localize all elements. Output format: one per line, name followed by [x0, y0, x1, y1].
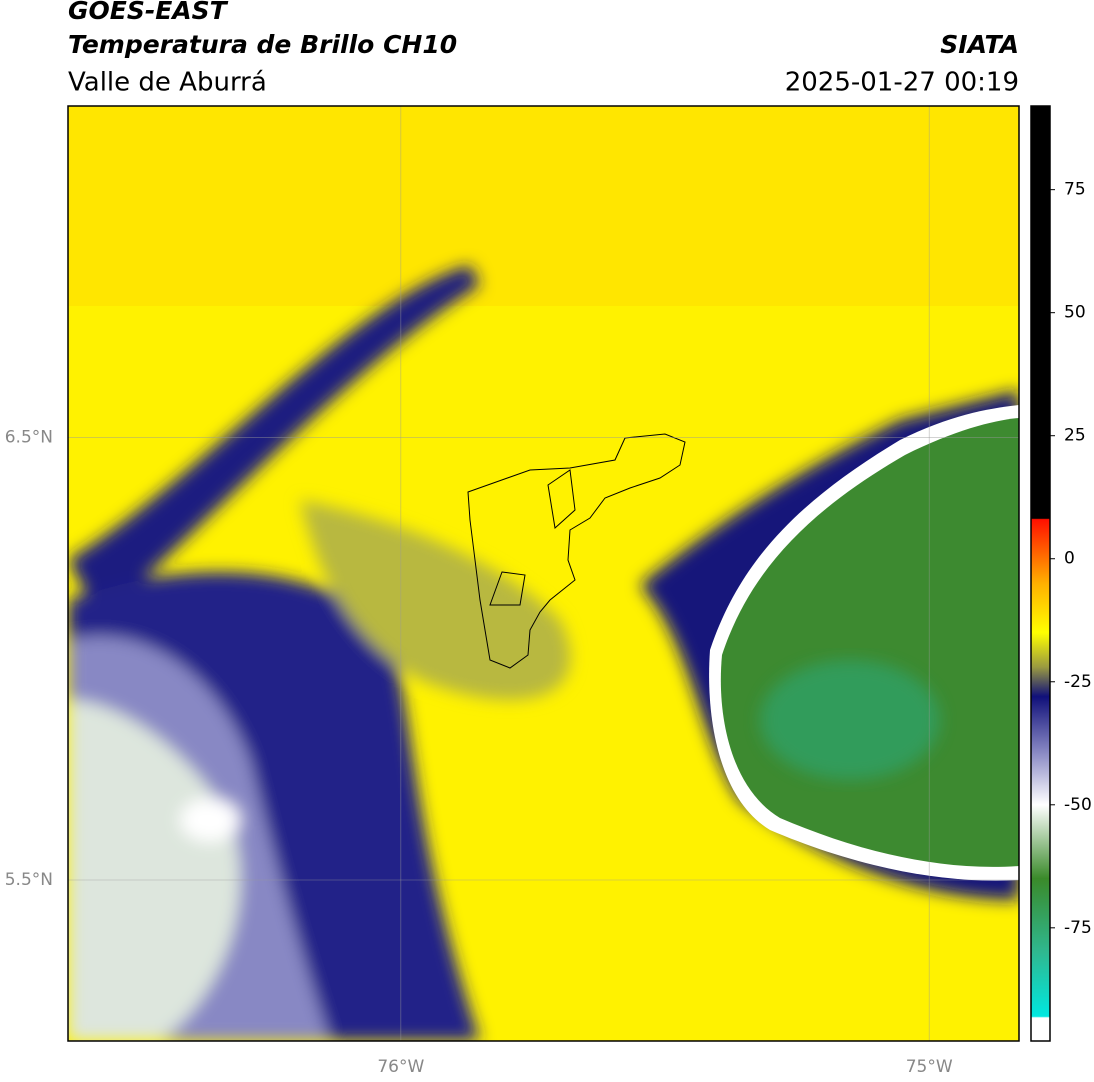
title: GOES-EAST — [68, 0, 229, 25]
x-tick-label: 75°W — [906, 1057, 953, 1077]
colorbar-tick-label: 0 — [1064, 549, 1075, 569]
region: Valle de Aburrá — [68, 68, 267, 98]
y-tick-label: 5.5°N — [5, 870, 53, 890]
colorbar-tick-label: -50 — [1064, 795, 1092, 815]
map-frame — [67, 105, 1020, 1042]
graticule — [68, 106, 1019, 1041]
colorbar-tick-label: -25 — [1064, 672, 1092, 692]
valley-outline — [467, 433, 686, 669]
colorbar-tick-label: 50 — [1064, 303, 1086, 323]
x-tick-label: 76°W — [377, 1057, 424, 1077]
imagery — [68, 106, 1019, 1041]
colorbar-tick-label: -75 — [1064, 918, 1092, 938]
y-tick-label: 6.5°N — [5, 428, 53, 448]
subtitle: Temperatura de Brillo CH10 — [68, 30, 457, 59]
colorbar-tick-label: 75 — [1064, 180, 1086, 200]
agency: SIATA — [940, 30, 1019, 59]
colorbar-tick-label: 25 — [1064, 426, 1086, 446]
colorbar — [1030, 105, 1051, 1042]
timestamp: 2025-01-27 00:19 — [785, 68, 1019, 98]
